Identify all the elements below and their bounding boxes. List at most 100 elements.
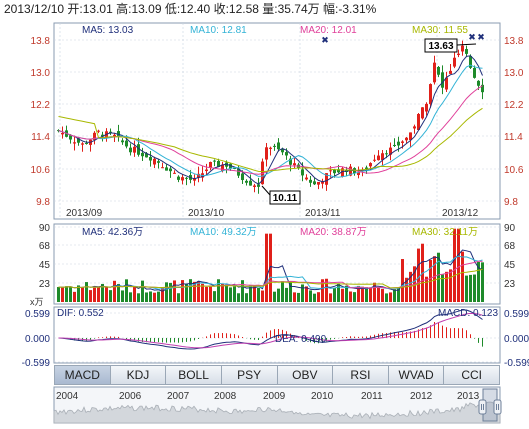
price-ma30-label: MA30: 11.55 — [412, 25, 468, 36]
tab-kdj[interactable]: KDJ — [110, 366, 167, 384]
candle-body — [429, 84, 432, 105]
volume-bar — [425, 276, 428, 302]
candle-body — [285, 152, 288, 156]
low-price-callout — [269, 190, 301, 205]
candle-body — [237, 168, 240, 176]
candle-body — [465, 49, 468, 54]
candle-body — [373, 159, 376, 161]
price-yticks-right: 13.8 13.0 12.2 11.4 10.6 9.8 — [504, 36, 524, 208]
volume-bar — [321, 279, 324, 302]
quote-close: 收:12.58 — [213, 2, 259, 16]
price-panel: MA5: 13.03 MA10: 12.81 MA20: 12.01 MA30:… — [31, 22, 524, 220]
candle-body — [425, 103, 428, 112]
candle-body — [233, 167, 236, 169]
volume-bar — [437, 252, 440, 302]
navigator-left-handle[interactable] — [478, 399, 487, 415]
volume-bar — [313, 293, 316, 302]
volume-bar — [229, 287, 232, 302]
candle-body — [177, 176, 180, 180]
volume-bar — [377, 287, 380, 302]
time-navigator[interactable]: 2004 2006 2007 2008 2009 2010 2011 2012 … — [53, 386, 502, 424]
candle-body — [113, 134, 116, 137]
candle-body — [333, 169, 336, 174]
candle-body — [161, 167, 164, 169]
tab-wvad[interactable]: WVAD — [388, 366, 445, 384]
volume-bar — [217, 279, 220, 302]
volume-ma5-label: MA5: 42.36万 — [82, 227, 143, 238]
macd-yticks-left: 0.599 0.000 -0.599 — [22, 309, 51, 369]
volume-bar — [269, 233, 272, 302]
price-xtick: 2013/09 — [66, 208, 103, 219]
volume-yticks-right: 90 68 45 23 — [504, 223, 516, 290]
candle-body — [213, 160, 216, 162]
candle-body — [401, 141, 404, 143]
volume-bar — [185, 283, 188, 302]
volume-bar — [257, 287, 260, 302]
navigator-year: 2006 — [119, 391, 142, 402]
volume-ytick: 68 — [504, 241, 516, 252]
candle-body — [77, 138, 80, 143]
ma5-line — [58, 55, 483, 185]
price-ytick: 12.2 — [504, 100, 524, 111]
candle-body — [461, 45, 464, 52]
volume-bar — [305, 286, 308, 302]
macd-dea-line — [58, 312, 483, 349]
candle-body — [413, 126, 416, 129]
drag-handle-icon[interactable] — [493, 399, 502, 415]
volume-bar — [161, 287, 164, 302]
candle-body — [389, 147, 392, 155]
event-marker-icon[interactable]: ✖ — [468, 32, 476, 42]
volume-bar — [57, 287, 60, 302]
event-marker-icon[interactable]: ✖ — [321, 35, 329, 45]
price-ytick: 13.8 — [31, 36, 51, 47]
candle-body — [61, 132, 64, 135]
macd-ytick: 0.000 — [25, 334, 50, 345]
candle-body — [265, 147, 268, 160]
volume-bar — [73, 291, 76, 302]
volume-bar — [401, 259, 404, 302]
event-marker-icon[interactable]: ✖ — [477, 32, 485, 42]
candle-body — [153, 158, 156, 165]
volume-bar — [381, 288, 384, 302]
candle-body — [477, 80, 480, 86]
tab-cci[interactable]: CCI — [444, 366, 499, 384]
drag-handle-icon[interactable] — [478, 399, 487, 415]
candle-body — [397, 141, 400, 146]
candle-body — [157, 161, 160, 163]
price-moving-averages — [58, 55, 483, 185]
macd-ytick: -0.599 — [22, 358, 51, 369]
volume-bar — [333, 288, 336, 302]
candle-body — [369, 163, 372, 167]
tab-rsi[interactable]: RSI — [333, 366, 389, 384]
tab-macd[interactable]: MACD — [55, 366, 111, 384]
macd-ytick: -0.599 — [504, 358, 529, 369]
volume-bar — [457, 228, 460, 302]
candle-body — [433, 62, 436, 83]
volume-bar — [289, 282, 292, 302]
volume-bar — [353, 292, 356, 302]
navigator-year: 2011 — [361, 391, 383, 402]
tab-obv[interactable]: OBV — [277, 366, 334, 384]
tab-boll[interactable]: BOLL — [166, 366, 222, 384]
candle-body — [481, 84, 484, 93]
volume-yticks-left: 90 68 45 23 — [39, 223, 51, 290]
navigator-right-handle[interactable] — [493, 399, 502, 415]
price-ma20-label: MA20: 12.01 — [300, 25, 357, 36]
volume-bar — [117, 284, 120, 302]
volume-bar — [373, 282, 376, 302]
volume-bar — [245, 293, 248, 302]
candle-body — [385, 153, 388, 155]
candle-body — [393, 144, 396, 146]
tab-psy[interactable]: PSY — [221, 366, 278, 384]
candle-body — [133, 146, 136, 153]
candle-body — [249, 180, 252, 186]
candle-body — [197, 173, 200, 178]
price-yticks-left: 13.8 13.0 12.2 11.4 10.6 9.8 — [31, 36, 51, 208]
volume-bar — [389, 292, 392, 302]
candle-body — [245, 180, 248, 183]
volume-bar — [137, 293, 140, 302]
macd-panel-frame — [53, 306, 501, 364]
volume-bar — [473, 274, 476, 302]
macd-value-label: MACD: 0.123 — [438, 308, 498, 319]
